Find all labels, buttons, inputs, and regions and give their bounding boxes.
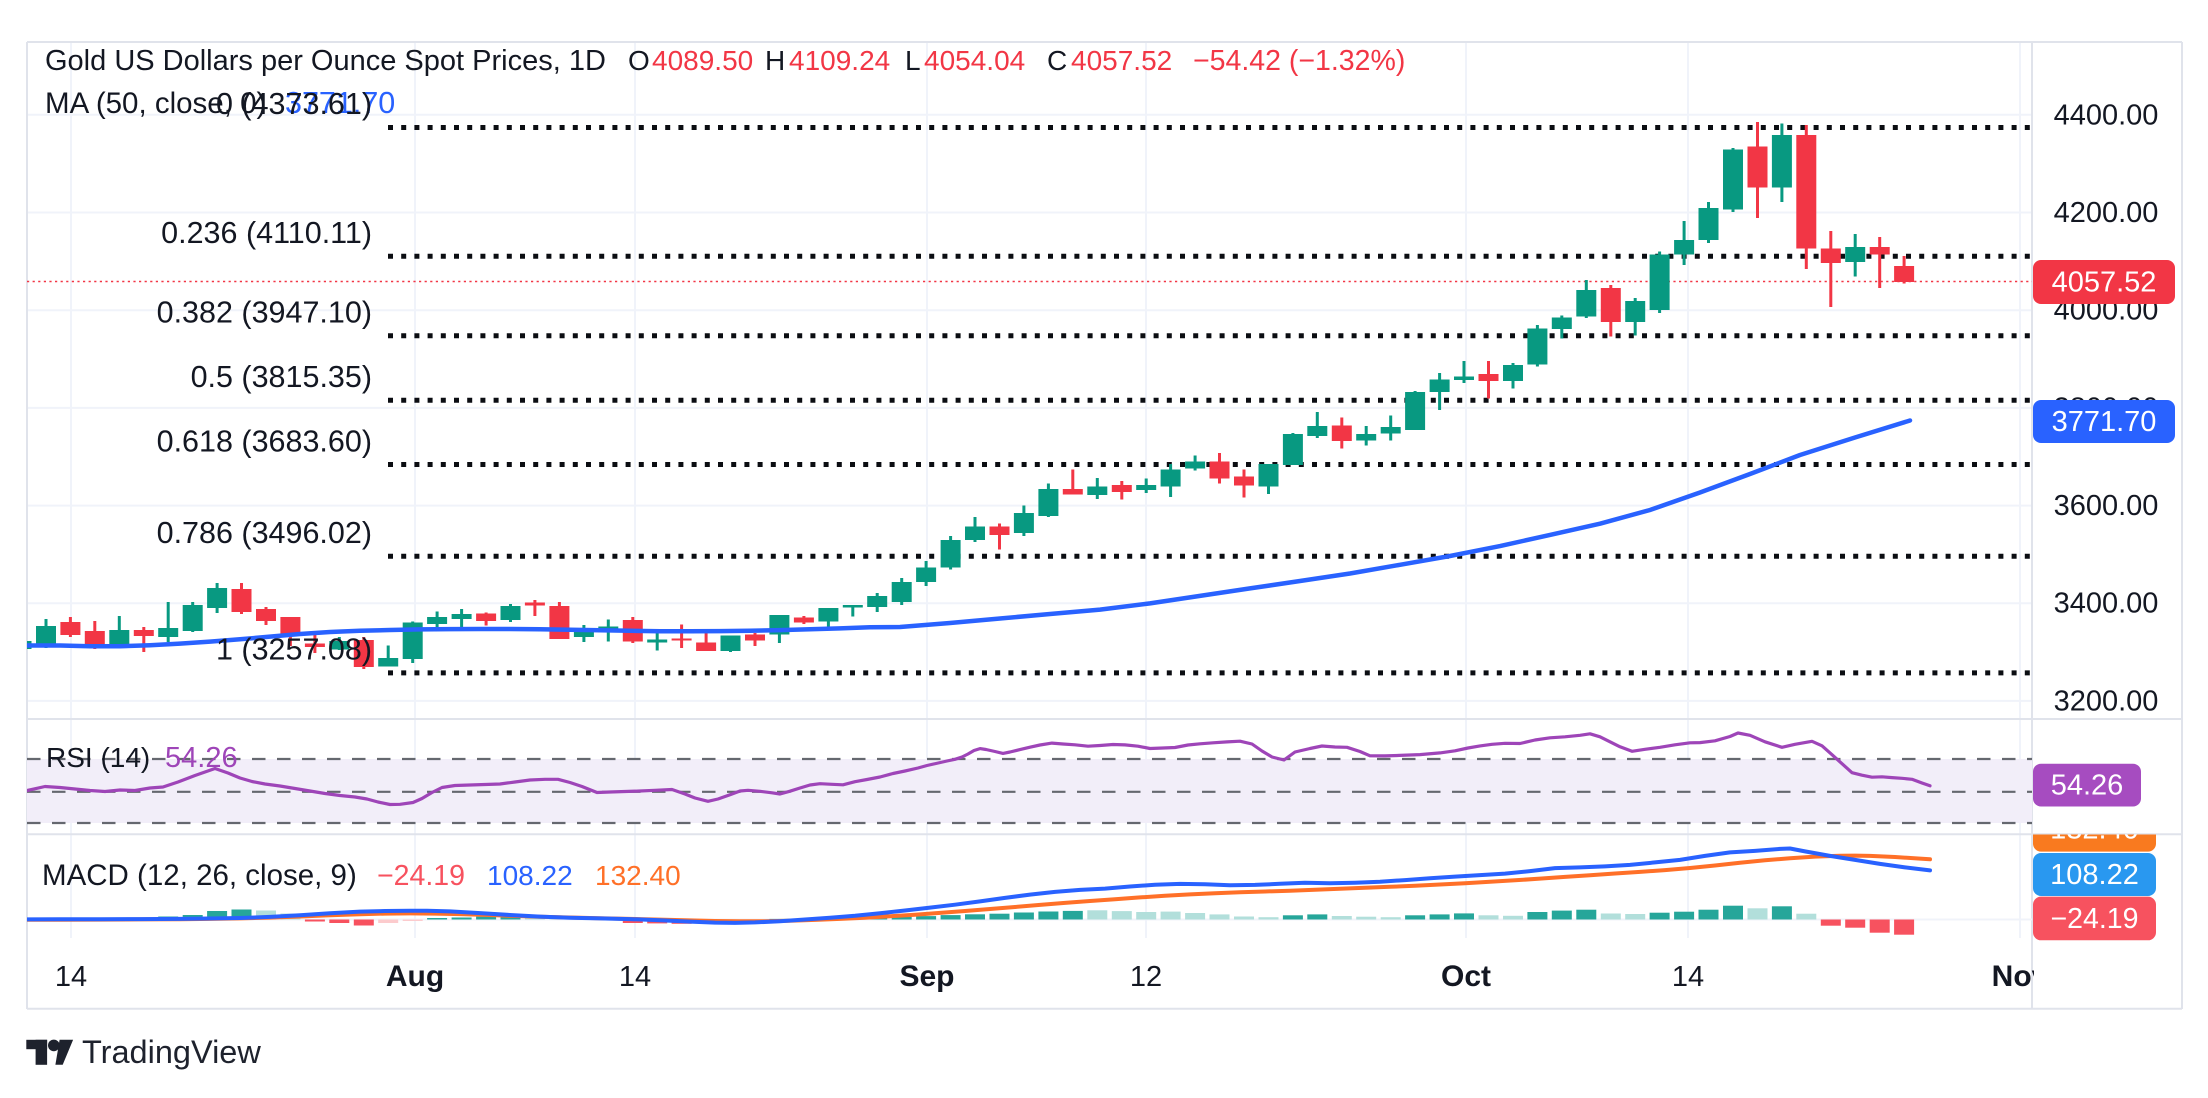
svg-text:4057.52: 4057.52 bbox=[1071, 45, 1172, 76]
svg-text:TradingView: TradingView bbox=[82, 1034, 261, 1070]
svg-text:−24.19: −24.19 bbox=[377, 860, 465, 892]
svg-text:3400.00: 3400.00 bbox=[2054, 588, 2159, 620]
svg-text:132.40: 132.40 bbox=[2050, 814, 2139, 846]
svg-text:Gold US Dollars per Ounce Spot: Gold US Dollars per Ounce Spot Prices, 1… bbox=[45, 45, 606, 77]
svg-text:RSI (14): RSI (14) bbox=[46, 742, 150, 773]
svg-text:Aug: Aug bbox=[386, 960, 444, 993]
svg-text:O: O bbox=[628, 45, 650, 76]
svg-text:Sep: Sep bbox=[899, 960, 954, 993]
svg-text:14: 14 bbox=[55, 961, 87, 993]
svg-text:14: 14 bbox=[619, 961, 651, 993]
svg-text:L: L bbox=[905, 45, 921, 76]
svg-text:−24.19: −24.19 bbox=[2051, 903, 2139, 935]
svg-text:4200.00: 4200.00 bbox=[2054, 197, 2159, 229]
svg-text:Nov: Nov bbox=[1992, 960, 2049, 993]
svg-text:54.26: 54.26 bbox=[165, 742, 238, 774]
svg-text:108.22: 108.22 bbox=[487, 860, 573, 891]
svg-text:0.618 (3683.60): 0.618 (3683.60) bbox=[157, 424, 372, 458]
svg-text:1 (3257.08): 1 (3257.08) bbox=[216, 633, 372, 667]
svg-text:0.786 (3496.02): 0.786 (3496.02) bbox=[157, 516, 372, 550]
svg-text:4057.52: 4057.52 bbox=[2052, 267, 2157, 299]
svg-text:MA (50, close, 0): MA (50, close, 0) bbox=[45, 87, 266, 120]
svg-text:4089.50: 4089.50 bbox=[652, 45, 753, 76]
svg-text:108.22: 108.22 bbox=[2050, 859, 2139, 891]
svg-text:Oct: Oct bbox=[1441, 960, 1491, 993]
svg-text:3600.00: 3600.00 bbox=[2054, 490, 2159, 522]
svg-text:0.382 (3947.10): 0.382 (3947.10) bbox=[157, 296, 372, 330]
svg-text:4109.24: 4109.24 bbox=[789, 45, 890, 76]
svg-text:0.236 (4110.11): 0.236 (4110.11) bbox=[161, 216, 372, 250]
svg-text:12: 12 bbox=[1130, 961, 1162, 993]
svg-text:0.5 (3815.35): 0.5 (3815.35) bbox=[191, 360, 372, 394]
svg-text:3200.00: 3200.00 bbox=[2054, 685, 2159, 717]
svg-text:14: 14 bbox=[1672, 961, 1704, 993]
svg-text:0 (4373.61): 0 (4373.61) bbox=[216, 87, 372, 121]
svg-text:54.26: 54.26 bbox=[2051, 770, 2124, 802]
svg-text:MACD (12, 26, close, 9): MACD (12, 26, close, 9) bbox=[42, 859, 357, 892]
svg-text:−54.42 (−1.32%): −54.42 (−1.32%) bbox=[1193, 45, 1405, 77]
svg-text:3771.70: 3771.70 bbox=[2052, 406, 2157, 438]
svg-text:4054.04: 4054.04 bbox=[924, 45, 1025, 76]
svg-text:3771.70: 3771.70 bbox=[285, 86, 395, 120]
svg-text:C: C bbox=[1047, 45, 1067, 76]
svg-text:H: H bbox=[765, 45, 785, 76]
svg-text:132.40: 132.40 bbox=[595, 860, 681, 891]
svg-text:4400.00: 4400.00 bbox=[2054, 99, 2159, 131]
